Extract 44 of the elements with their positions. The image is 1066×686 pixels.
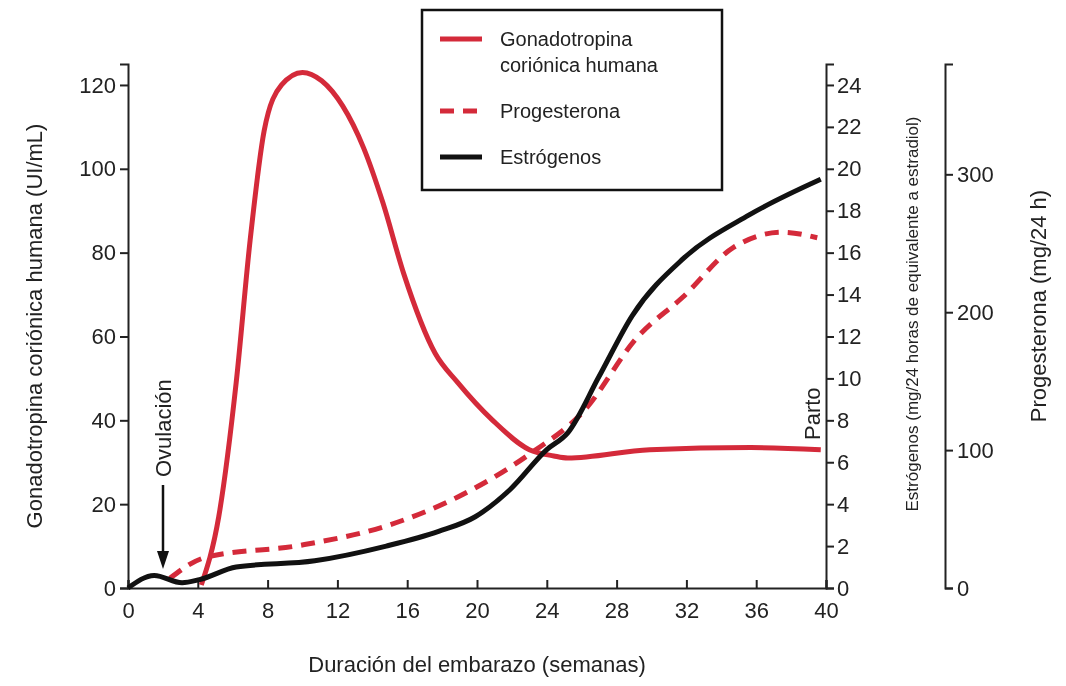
y-axis-title: Gonadotropina coriónica humana (UI/mL) [22,123,47,529]
y-tick-label: 60 [91,324,116,350]
y3-tick-label: 0 [957,575,970,601]
y2-tick-label: 24 [837,72,862,98]
x-tick-label: 4 [192,597,205,623]
y2-tick-label: 4 [837,491,850,517]
y-tick-label: 0 [103,575,116,601]
x-tick-label: 28 [604,597,630,623]
x-tick-label: 12 [325,597,351,623]
x-tick-label: 32 [674,597,700,623]
y-tick-label: 120 [79,72,116,98]
legend-label: Estrógenos [500,146,602,168]
y3-axis-title: Progesterona (mg/24 h) [1026,189,1051,423]
legend-label: Progesterona [500,100,621,122]
y3-tick-label: 100 [957,437,994,463]
y-tick-label: 100 [79,156,116,182]
x-tick-label: 16 [395,597,420,623]
x-tick-label: 0 [122,597,135,623]
annotation: Ovulación [151,379,176,477]
y2-tick-label: 12 [837,324,862,350]
y2-tick-label: 18 [837,198,862,224]
y2-axis-title: Estrógenos (mg/24 horas de equivalente a estradiol) [903,116,922,512]
y2-tick-label: 22 [837,114,862,140]
y2-tick-label: 2 [837,533,850,559]
y2-tick-label: 6 [837,449,850,475]
x-tick-label: 40 [814,597,839,623]
y-tick-label: 80 [91,240,116,266]
x-tick-label: 8 [261,597,275,623]
y2-tick-label: 14 [837,282,862,308]
y3-tick-label: 200 [957,299,994,325]
legend-label: Gonadotropina coriónica humana [500,28,659,76]
x-tick-label: 20 [465,597,490,623]
y2-tick-label: 16 [837,240,862,266]
x-tick-label: 24 [535,597,560,623]
x-tick-label: 36 [744,597,769,623]
y-tick-label: 40 [91,407,116,433]
y2-tick-label: 10 [837,365,862,391]
y2-tick-label: 20 [837,156,862,182]
y-tick-label: 20 [91,491,116,517]
y2-tick-label: 0 [837,575,850,601]
y2-tick-label: 8 [837,407,850,433]
annotation: Parto [800,387,825,440]
y3-tick-label: 300 [957,161,994,187]
x-axis-title: Duración del embarazo (semanas) [308,652,646,677]
